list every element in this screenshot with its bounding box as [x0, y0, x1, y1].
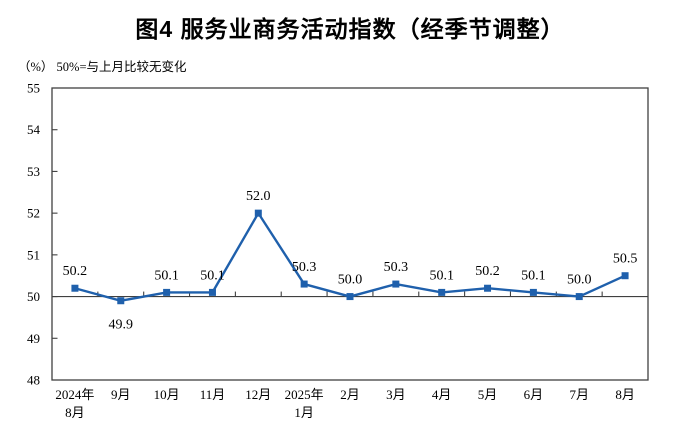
data-point	[392, 280, 400, 288]
data-label: 50.1	[154, 268, 179, 283]
y-axis-label: 49	[27, 331, 40, 346]
line-chart: 48 49 50 51 52 53 54 55 50.2 49.9 50.1 50.1 52.0 50.3…	[27, 81, 649, 420]
data-label: 50.2	[63, 264, 88, 279]
x-axis-label: 5月	[478, 387, 498, 402]
data-point	[346, 293, 354, 301]
x-axis-label: 8月	[615, 387, 635, 402]
axis-unit-note: （%） 50%=与上月比较无变化	[18, 60, 187, 74]
data-point	[621, 272, 629, 280]
data-label: 50.3	[384, 260, 409, 275]
x-axis-label: 2月	[340, 387, 360, 402]
data-point	[117, 297, 125, 305]
data-label: 50.0	[567, 273, 592, 288]
y-axis-label: 52	[27, 206, 40, 221]
data-point	[529, 288, 537, 296]
data-label: 50.1	[521, 268, 546, 283]
data-label: 50.5	[613, 252, 638, 267]
data-label: 50.1	[429, 268, 454, 283]
x-axis-label: 6月	[524, 387, 544, 402]
data-point	[71, 284, 79, 292]
data-point	[300, 280, 308, 288]
data-point	[163, 288, 171, 296]
data-line	[74, 210, 626, 302]
data-label: 50.1	[200, 268, 225, 283]
x-axis-label: 2024年 8月	[55, 387, 94, 420]
x-axis-label: 2025年 1月	[285, 387, 324, 420]
chart-title: 图4 服务业商务活动指数（经季节调整）	[135, 16, 565, 42]
x-axis-label: 3月	[386, 387, 406, 402]
x-axis-label: 9月	[111, 387, 131, 402]
data-point	[438, 288, 446, 296]
data-label: 50.3	[292, 260, 317, 275]
y-axis-label: 48	[27, 373, 40, 388]
x-axis-label: 11月	[200, 387, 226, 402]
data-point	[484, 284, 492, 292]
data-label: 49.9	[109, 318, 134, 333]
y-axis-label: 50	[27, 289, 40, 304]
x-axis-label: 7月	[569, 387, 589, 402]
y-axis-label: 53	[27, 164, 40, 179]
data-label: 50.2	[475, 264, 500, 279]
x-axis-label: 12月	[245, 387, 271, 402]
data-point	[208, 288, 216, 296]
data-label: 52.0	[246, 189, 271, 204]
x-axis-label: 4月	[432, 387, 452, 402]
x-axis-label: 10月	[154, 387, 180, 402]
y-axis-label: 51	[27, 247, 40, 262]
y-axis-label: 54	[27, 122, 41, 137]
data-point	[254, 209, 262, 217]
data-point	[575, 293, 583, 301]
plot-border	[51, 87, 649, 381]
data-label: 50.0	[338, 273, 363, 288]
y-axis-label: 55	[27, 81, 40, 96]
